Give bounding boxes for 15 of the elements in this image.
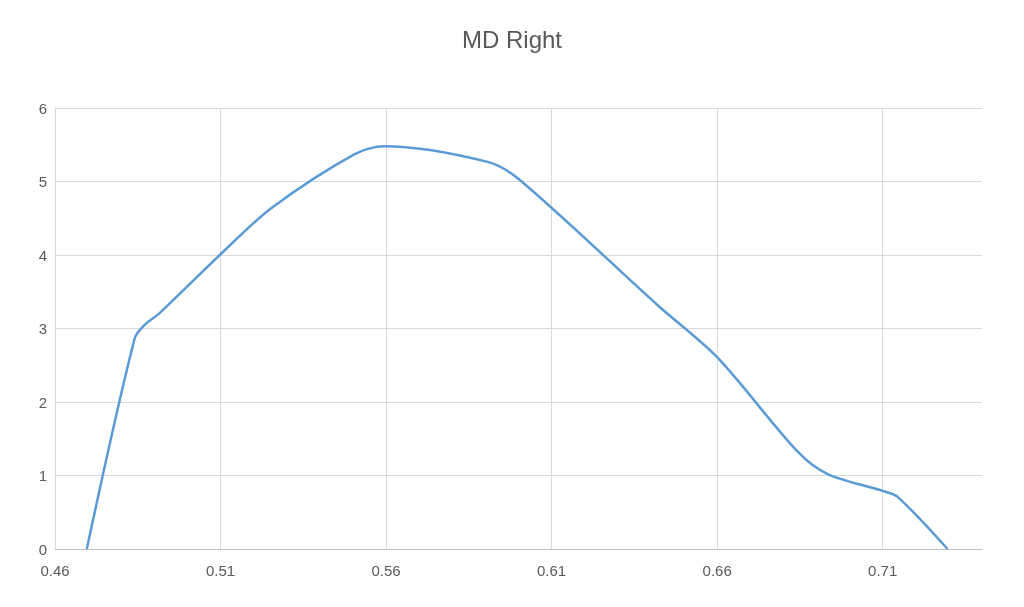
chart-title: MD Right [461,25,563,53]
y-tick-label: 0 [38,540,47,558]
y-tick-label: 2 [38,393,47,411]
y-tick-label: 4 [38,246,47,264]
x-tick-label: 0.71 [868,562,898,579]
x-tick-label: 0.51 [205,562,236,579]
x-tick-label: 0.61 [537,562,567,579]
y-tick-label: 1 [38,467,47,484]
x-tick-label: 0.66 [702,562,732,579]
y-tick-label: 3 [38,320,47,337]
x-tick-label: 0.56 [371,562,401,579]
line-series [85,144,949,551]
y-tick-label: 5 [38,173,47,190]
y-tick-label: 6 [38,99,47,117]
x-tick-label: 0.46 [40,562,70,579]
